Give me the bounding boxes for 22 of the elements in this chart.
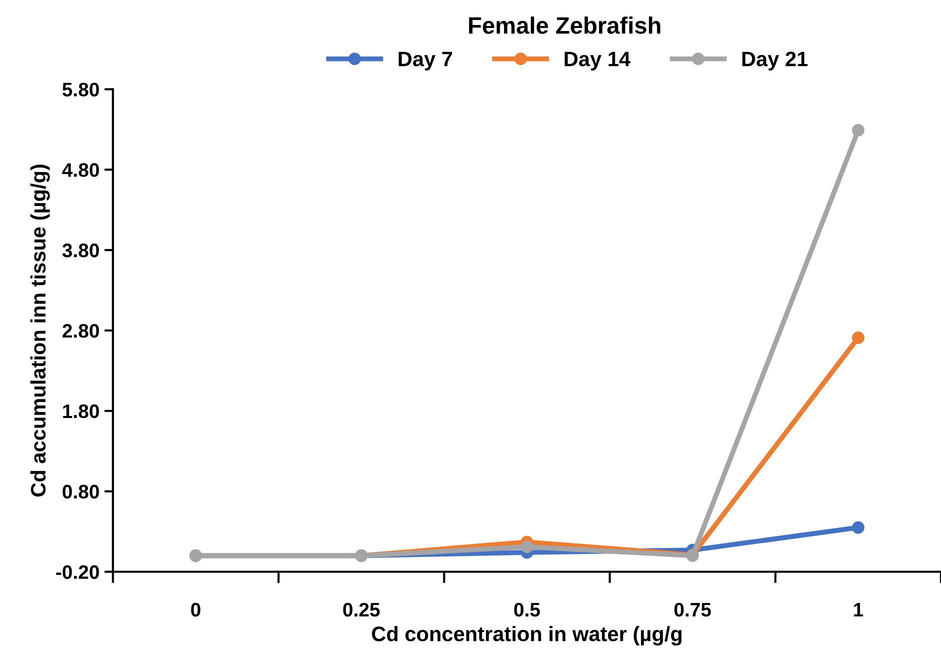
legend-label: Day 7 [398,52,452,70]
x-axis-title: Cd concentration in water (µg/g [372,626,682,646]
y-tick-label: 3.80 [62,244,99,258]
legend-label: Day 14 [564,52,630,70]
y-tick-label: 1.80 [63,404,99,418]
x-tick-label: 1 [854,603,864,616]
point [852,124,864,136]
y-tick-label: -0.20 [56,565,99,579]
y-tick-label: 4.80 [62,163,99,177]
y-tick-label: 5.80 [62,82,99,96]
y-axis-title: Cd accumulation inn tissue (µg/g) [30,164,50,497]
y-tick-label: 2.80 [62,324,99,338]
y-tick-label: 0.80 [62,484,99,499]
x-tick-label: 0 [191,602,200,617]
point [520,540,534,554]
x-tick-label: 0.75 [674,602,711,617]
legend-label: Day 21 [742,52,808,70]
x-tick-label: 0.25 [343,602,380,617]
point [852,521,864,534]
point [852,331,864,344]
x-tick-label: 0.5 [514,602,540,617]
chart-title: Female Zebrafish [469,16,660,34]
